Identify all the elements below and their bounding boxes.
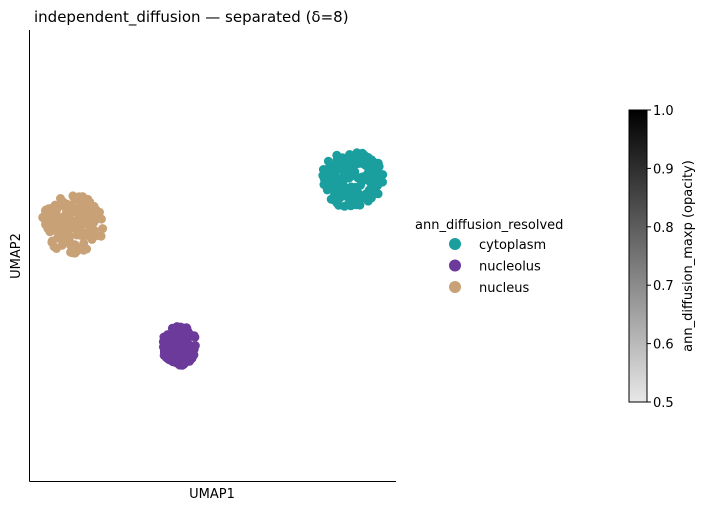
colorbar-tick-label: 0.9: [653, 162, 674, 177]
colorbar-tick-label: 0.7: [653, 279, 674, 294]
legend-label-cytoplasm: cytoplasm: [479, 238, 546, 253]
point-cytoplasm: [372, 166, 382, 176]
point-nucleus: [57, 228, 67, 238]
point-cytoplasm: [340, 174, 349, 184]
colorbar-gradient: [628, 109, 648, 403]
point-nucleolus: [159, 351, 169, 360]
point-cytoplasm: [345, 150, 355, 159]
point-cytoplasm: [332, 150, 342, 160]
point-nucleolus: [188, 352, 198, 362]
point-nucleus: [70, 206, 80, 216]
legend-label-nucleolus: nucleolus: [479, 260, 541, 275]
point-nucleus: [67, 221, 77, 231]
point-nucleus: [85, 198, 95, 208]
y-axis-label: UMAP2: [9, 233, 24, 279]
point-nucleus: [67, 248, 77, 258]
colorbar: 1.0 0.9 0.8 0.7 0.6 0.5 ann_diffusion_maxp (o…: [628, 104, 696, 411]
point-nucleolus: [189, 331, 199, 341]
point-nucleolus: [171, 351, 181, 361]
scatter-points: [38, 148, 388, 370]
legend-title: ann_diffusion_resolved: [415, 218, 563, 233]
point-nucleus: [60, 214, 70, 224]
point-nucleolus: [162, 340, 172, 350]
point-cytoplasm: [322, 178, 332, 188]
legend: ann_diffusion_resolved cytoplasm nucleolu…: [415, 218, 563, 296]
point-cytoplasm: [334, 200, 344, 210]
colorbar-tick-label: 0.6: [653, 338, 674, 353]
point-nucleolus: [180, 328, 190, 338]
point-nucleolus: [168, 325, 178, 335]
point-nucleus: [96, 214, 106, 224]
point-cytoplasm: [344, 199, 354, 209]
point-nucleus: [44, 220, 54, 230]
point-nucleus: [87, 233, 97, 243]
colorbar-label: ann_diffusion_maxp (opacity): [681, 160, 696, 352]
point-nucleus: [45, 211, 55, 221]
point-cytoplasm: [323, 156, 333, 166]
point-nucleus: [74, 227, 84, 237]
x-axis-label: UMAP1: [189, 487, 235, 502]
point-cytoplasm: [358, 159, 368, 169]
point-cytoplasm: [335, 193, 345, 203]
legend-label-nucleus: nucleus: [479, 281, 529, 296]
colorbar-tick-label: 0.5: [653, 396, 674, 411]
colorbar-tick-label: 1.0: [653, 104, 674, 119]
point-cytoplasm: [326, 194, 336, 204]
point-cytoplasm: [364, 175, 374, 185]
chart-title: independent_diffusion — separated (δ=8): [34, 8, 349, 27]
point-nucleolus: [178, 359, 188, 369]
point-nucleus: [79, 238, 89, 248]
point-cytoplasm: [363, 190, 373, 199]
legend-marker-cytoplasm: [449, 238, 461, 250]
point-cytoplasm: [353, 196, 363, 206]
legend-entries: cytoplasm nucleolus nucleus: [449, 238, 546, 296]
point-nucleus: [86, 207, 96, 217]
point-nucleus: [49, 242, 59, 252]
point-nucleus: [88, 219, 98, 229]
point-nucleus: [59, 237, 69, 247]
point-nucleus: [79, 216, 88, 226]
point-nucleus: [69, 193, 79, 203]
plot-area: [29, 30, 396, 482]
point-nucleus: [98, 224, 108, 234]
colorbar-tick-label: 0.8: [653, 221, 674, 236]
point-cytoplasm: [339, 167, 349, 177]
colorbar-ticks: 1.0 0.9 0.8 0.7 0.6 0.5: [647, 104, 674, 411]
point-nucleolus: [183, 342, 193, 352]
point-cytoplasm: [365, 158, 375, 168]
legend-marker-nucleolus: [449, 259, 461, 272]
legend-marker-nucleus: [449, 281, 461, 293]
point-nucleus: [61, 221, 70, 231]
point-cytoplasm: [345, 189, 355, 199]
point-nucleus: [45, 227, 55, 237]
